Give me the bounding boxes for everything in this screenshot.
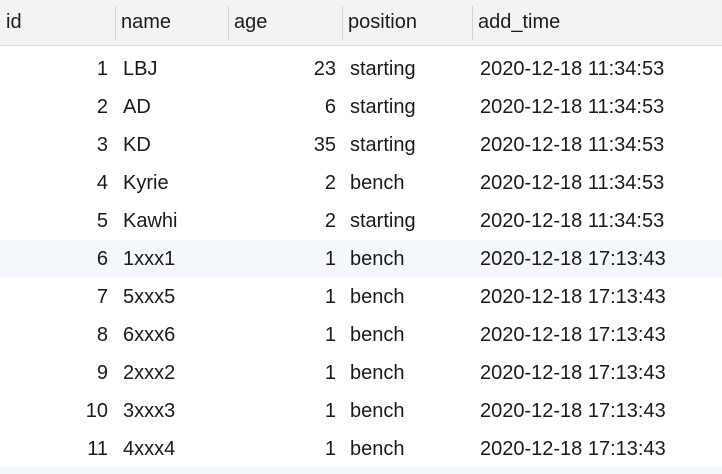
cell-age[interactable]: 1 <box>324 248 336 270</box>
cell-age[interactable]: 23 <box>313 58 336 80</box>
cell-age[interactable]: 1 <box>324 286 336 308</box>
cell-position[interactable]: bench <box>350 438 405 460</box>
cell-id[interactable]: 8 <box>96 324 108 346</box>
cell-id[interactable]: 7 <box>96 286 108 308</box>
cell-add-time[interactable]: 2020-12-18 17:13:43 <box>480 438 666 460</box>
table-row[interactable]: 5 Kawhi 2 starting 2020-12-18 11:34:53 <box>0 202 722 240</box>
table-row[interactable]: 11 4xxx4 1 bench 2020-12-18 17:13:43 <box>0 430 722 468</box>
cell-id[interactable]: 9 <box>96 362 108 384</box>
cell-position[interactable]: bench <box>350 248 405 270</box>
cell-id[interactable]: 2 <box>96 96 108 118</box>
table-row[interactable]: 4 Kyrie 2 bench 2020-12-18 11:34:53 <box>0 164 722 202</box>
cell-id[interactable]: 10 <box>85 400 108 422</box>
cell-id[interactable]: 3 <box>96 134 108 156</box>
column-resize-handle[interactable] <box>472 6 473 40</box>
cell-name[interactable]: 4xxx4 <box>123 438 176 460</box>
cell-add-time[interactable]: 2020-12-18 17:13:43 <box>480 286 666 308</box>
table-row[interactable]: 8 6xxx6 1 bench 2020-12-18 17:13:43 <box>0 316 722 354</box>
table-header: id name age position add_time <box>0 0 722 46</box>
cell-position[interactable]: bench <box>350 362 405 384</box>
cell-name[interactable]: AD <box>123 96 151 118</box>
cell-age[interactable]: 1 <box>324 362 336 384</box>
cell-position[interactable]: starting <box>350 210 416 232</box>
cell-id[interactable]: 5 <box>96 210 108 232</box>
cell-position[interactable]: bench <box>350 324 405 346</box>
table-row[interactable]: 9 2xxx2 1 bench 2020-12-18 17:13:43 <box>0 354 722 392</box>
column-resize-handle[interactable] <box>115 6 116 40</box>
cell-age[interactable]: 2 <box>324 172 336 194</box>
cell-age[interactable]: 1 <box>324 400 336 422</box>
column-header-position[interactable]: position <box>348 11 417 33</box>
cell-position[interactable]: starting <box>350 58 416 80</box>
cell-add-time[interactable]: 2020-12-18 11:34:53 <box>480 96 665 118</box>
cell-position[interactable]: bench <box>350 286 405 308</box>
cell-add-time[interactable]: 2020-12-18 11:34:53 <box>480 134 665 156</box>
cell-name[interactable]: 6xxx6 <box>123 324 176 346</box>
cell-add-time[interactable]: 2020-12-18 17:13:43 <box>480 362 666 384</box>
column-resize-handle[interactable] <box>228 6 229 40</box>
cell-position[interactable]: bench <box>350 172 405 194</box>
table-row[interactable]: 6 1xxx1 1 bench 2020-12-18 17:13:43 <box>0 240 722 278</box>
cell-add-time[interactable]: 2020-12-18 11:34:53 <box>480 58 665 80</box>
column-header-age[interactable]: age <box>234 11 268 33</box>
cell-name[interactable]: LBJ <box>123 58 158 80</box>
cell-name[interactable]: 3xxx3 <box>123 400 176 422</box>
table-body: 1 LBJ 23 starting 2020-12-18 11:34:53 2 AD 6 sta… <box>0 50 722 468</box>
cell-add-time[interactable]: 2020-12-18 11:34:53 <box>480 172 665 194</box>
cell-age[interactable]: 35 <box>313 134 336 156</box>
cell-add-time[interactable]: 2020-12-18 17:13:43 <box>480 400 666 422</box>
cell-add-time[interactable]: 2020-12-18 11:34:53 <box>480 210 665 232</box>
cell-position[interactable]: bench <box>350 400 405 422</box>
column-header-name[interactable]: name <box>121 11 172 33</box>
cell-name[interactable]: Kyrie <box>123 172 169 194</box>
cell-age[interactable]: 1 <box>324 438 336 460</box>
table-row[interactable]: 3 KD 35 starting 2020-12-18 11:34:53 <box>0 126 722 164</box>
cell-name[interactable]: 1xxx1 <box>123 248 176 270</box>
cell-id[interactable]: 4 <box>96 172 108 194</box>
cell-age[interactable]: 6 <box>324 96 336 118</box>
cell-id[interactable]: 11 <box>87 438 108 460</box>
table-row[interactable]: 2 AD 6 starting 2020-12-18 11:34:53 <box>0 88 722 126</box>
table-row[interactable]: 1 LBJ 23 starting 2020-12-18 11:34:53 <box>0 50 722 88</box>
cell-name[interactable]: 5xxx5 <box>123 286 176 308</box>
cell-name[interactable]: KD <box>123 134 151 156</box>
column-header-add-time[interactable]: add_time <box>478 11 561 33</box>
table-row[interactable]: 10 3xxx3 1 bench 2020-12-18 17:13:43 <box>0 392 722 430</box>
cell-age[interactable]: 1 <box>324 324 336 346</box>
cell-name[interactable]: 2xxx2 <box>123 362 176 384</box>
cell-id[interactable]: 6 <box>96 248 108 270</box>
cell-position[interactable]: starting <box>350 96 416 118</box>
column-resize-handle[interactable] <box>342 6 343 40</box>
column-header-id[interactable]: id <box>6 11 22 33</box>
table-row[interactable]: 7 5xxx5 1 bench 2020-12-18 17:13:43 <box>0 278 722 316</box>
cell-add-time[interactable]: 2020-12-18 17:13:43 <box>480 324 666 346</box>
cell-name[interactable]: Kawhi <box>123 210 178 232</box>
cell-position[interactable]: starting <box>350 134 416 156</box>
table-row-partial <box>0 466 722 474</box>
cell-id[interactable]: 1 <box>96 58 108 80</box>
cell-add-time[interactable]: 2020-12-18 17:13:43 <box>480 248 666 270</box>
cell-age[interactable]: 2 <box>324 210 336 232</box>
